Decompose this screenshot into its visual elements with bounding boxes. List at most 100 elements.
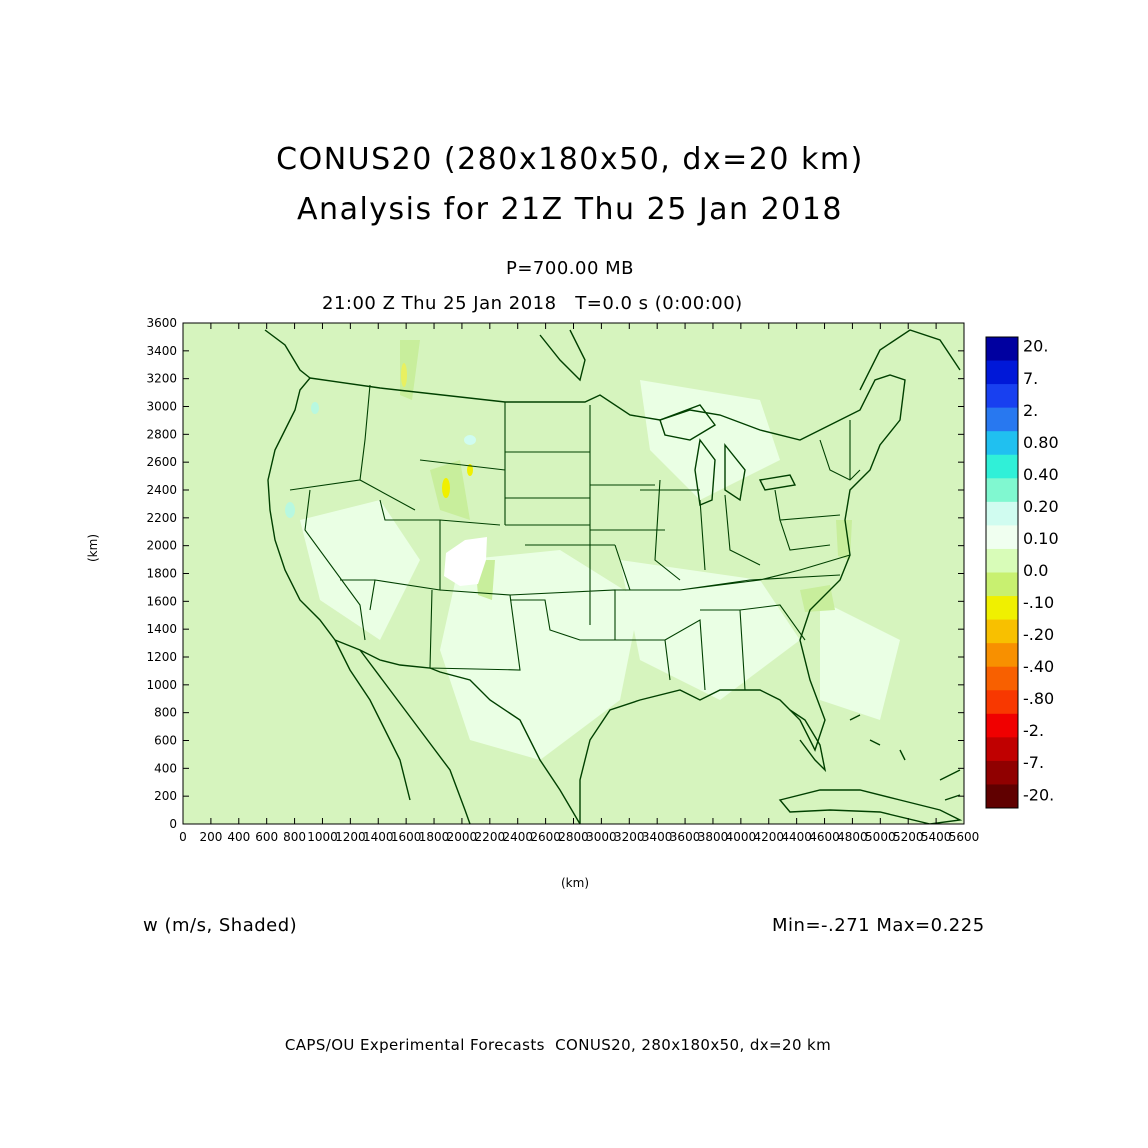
positive-spot: [311, 402, 319, 414]
state-borders: [289, 384, 861, 691]
colorbar-label: 0.80: [1023, 433, 1059, 452]
colorbar-swatch: [986, 760, 1018, 785]
x-tick-label: 2400: [502, 830, 533, 844]
x-tick-label: 4800: [837, 830, 868, 844]
negative-extreme-spot: [401, 363, 407, 387]
colorbar-swatch: [986, 548, 1018, 573]
x-tick-label: 4200: [753, 830, 784, 844]
colorbar-swatch: [986, 690, 1018, 715]
x-tick-label: 1200: [335, 830, 366, 844]
x-tick-label: 1600: [391, 830, 422, 844]
canada-coast: [859, 329, 961, 391]
colorbar-swatch: [986, 666, 1018, 691]
negative-extreme-spot: [467, 464, 473, 476]
y-tick-label: 2200: [146, 511, 177, 525]
mexico-border: [334, 639, 581, 824]
y-tick-label: 3600: [146, 316, 177, 330]
y-tick-label: 800: [154, 706, 177, 720]
y-tick-label: 1200: [146, 650, 177, 664]
canada-coast: [539, 329, 586, 382]
cuba: [778, 789, 963, 824]
colorbar-label: 0.10: [1023, 529, 1059, 548]
bahamas: [849, 714, 906, 761]
x-tick-label: 2800: [558, 830, 589, 844]
negative-patch: [430, 460, 470, 520]
colorbar-swatch: [986, 478, 1018, 503]
y-tick-label: 600: [154, 734, 177, 748]
colorbar-label: -2.: [1023, 721, 1044, 740]
negative-patch: [836, 520, 852, 560]
caribbean-island: [939, 769, 961, 801]
near-zero-region: [620, 560, 800, 700]
x-axis-ticks: 0 200 400 600 800 100012001400160018002000220…: [179, 323, 979, 844]
variable-label: w (m/s, Shaded): [143, 915, 298, 936]
colorbar-swatch: [986, 596, 1018, 621]
y-tick-label: 3200: [146, 372, 177, 386]
negative-patch: [800, 585, 835, 612]
x-tick-label: 600: [255, 830, 278, 844]
florida: [789, 709, 827, 773]
pressure-level-label: P=700.00 MB: [505, 258, 635, 279]
colorbar-swatch: [986, 619, 1018, 644]
colorbar-swatch: [986, 713, 1018, 738]
colorbar-label: -7.: [1023, 753, 1044, 772]
y-tick-label: 2600: [146, 455, 177, 469]
colorbar-frame: [985, 336, 1019, 809]
x-tick-label: 2000: [447, 830, 478, 844]
near-zero-region: [300, 500, 420, 640]
x-tick-label: 1400: [363, 830, 394, 844]
great-lakes: [758, 474, 797, 491]
y-tick-label: 0: [169, 817, 177, 831]
x-tick-label: 0: [179, 830, 187, 844]
colorbar-swatch: [986, 525, 1018, 550]
footer-credit: CAPS/OU Experimental Forecasts CONUS20, …: [284, 1036, 832, 1054]
colorbar-swatch: [986, 643, 1018, 668]
x-tick-label: 5400: [921, 830, 952, 844]
x-tick-label: 3400: [642, 830, 673, 844]
colorbar-label: 20.: [1023, 337, 1048, 356]
plot-title: CONUS20 (280x180x50, dx=20 km): [276, 142, 864, 177]
y-tick-label: 2800: [146, 427, 177, 441]
great-lakes: [694, 438, 716, 506]
colorbar-swatch: [986, 337, 1018, 362]
x-tick-label: 2200: [475, 830, 506, 844]
colorbar-swatch: [986, 501, 1018, 526]
y-tick-label: 400: [154, 761, 177, 775]
x-tick-label: 5000: [865, 830, 896, 844]
x-axis-label: (km): [561, 876, 590, 890]
great-lakes: [724, 443, 746, 502]
colorbar-label: -.40: [1023, 657, 1054, 676]
y-tick-label: 1400: [146, 622, 177, 636]
x-tick-label: 4600: [809, 830, 840, 844]
x-tick-label: 2600: [530, 830, 561, 844]
colorbar-swatch: [986, 784, 1018, 809]
colorbar-label: 0.0: [1023, 561, 1048, 580]
canada-coast: [264, 329, 311, 379]
x-tick-label: 3600: [670, 830, 701, 844]
west-coast: [267, 377, 336, 641]
colorbar-swatch: [986, 360, 1018, 385]
x-tick-label: 3000: [586, 830, 617, 844]
colorbar-label: -.80: [1023, 689, 1054, 708]
x-tick-label: 400: [227, 830, 250, 844]
y-tick-label: 2000: [146, 539, 177, 553]
colorbar-swatch: [986, 407, 1018, 432]
x-tick-label: 5200: [893, 830, 924, 844]
shaded-field: [183, 323, 964, 824]
colorbar-label: 0.40: [1023, 465, 1059, 484]
colorbar: 20. 7. 2. 0.80 0.40 0.20 0.10 0.0 -.10 -.20 -.40 -.…: [985, 336, 1059, 809]
near-zero-region: [820, 600, 900, 720]
colorbar-label: 0.20: [1023, 497, 1059, 516]
y-tick-label: 1600: [146, 594, 177, 608]
positive-spot: [464, 435, 476, 445]
x-tick-label: 1800: [419, 830, 450, 844]
min-max-label: Min=-.271 Max=0.225: [772, 915, 985, 936]
mexico-coast: [359, 649, 471, 824]
x-tick-label: 1000: [307, 830, 338, 844]
colorbar-swatch: [986, 454, 1018, 479]
y-tick-label: 3000: [146, 400, 177, 414]
x-tick-label: 800: [283, 830, 306, 844]
colorbar-label: 7.: [1023, 369, 1038, 388]
great-lakes: [659, 404, 717, 441]
y-tick-label: 3400: [146, 344, 177, 358]
